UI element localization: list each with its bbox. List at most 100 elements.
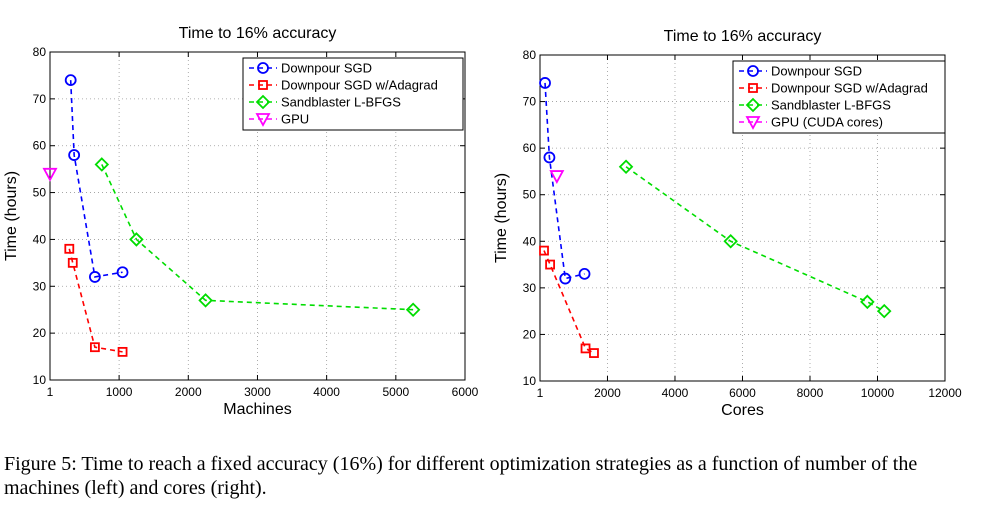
- legend-label: Downpour SGD w/Adagrad: [281, 78, 438, 93]
- legend-box: [242, 57, 464, 131]
- series-downpour-sgd-w-adagrad: [64, 243, 128, 357]
- data-point: [88, 271, 101, 283]
- y-tick-label: 40: [33, 232, 47, 246]
- legend-item-gpu-cuda-cores: GPU (CUDA cores): [739, 115, 883, 130]
- data-point: [549, 170, 565, 184]
- data-point: [539, 77, 551, 89]
- data-point: [116, 266, 129, 279]
- data-point: [876, 303, 892, 319]
- y-tick-label: 10: [33, 373, 47, 387]
- x-tick-label: 4000: [662, 386, 689, 400]
- legend-label: Downpour SGD w/Adagrad: [771, 81, 928, 96]
- series-downpour-sgd-w-adagrad: [539, 245, 599, 358]
- x-tick-label: 3000: [244, 385, 271, 399]
- chart-title: Time to 16% accuracy: [179, 25, 337, 42]
- legend-label: Downpour SGD: [281, 61, 372, 76]
- data-point: [578, 267, 591, 280]
- legend-item-downpour-sgd-w-adagrad: Downpour SGD w/Adagrad: [249, 78, 438, 93]
- data-point: [543, 151, 556, 164]
- y-axis-label: Time (hours): [493, 173, 510, 263]
- x-axis-label: Cores: [721, 402, 764, 419]
- legend-label: GPU (CUDA cores): [771, 115, 883, 130]
- legend-box: [732, 60, 946, 134]
- data-point: [129, 232, 144, 247]
- data-point: [545, 259, 555, 270]
- data-point: [559, 272, 572, 285]
- y-tick-label: 70: [523, 95, 537, 109]
- series-gpu-cuda-cores: [549, 170, 565, 184]
- legend-marker: [745, 116, 761, 130]
- data-point: [67, 257, 78, 268]
- figure-caption: Figure 5: Time to reach a fixed accuracy…: [4, 453, 918, 499]
- y-tick-label: 50: [523, 188, 537, 202]
- legend-item-downpour-sgd-w-adagrad: Downpour SGD w/Adagrad: [739, 81, 928, 96]
- data-point: [723, 234, 738, 249]
- data-point: [94, 157, 110, 172]
- chart-panel-left: 1 1000 2000 3000 4000 5000 6000 10 20 30 40 50 60 70 8…: [3, 25, 479, 418]
- legend-marker: [258, 80, 268, 90]
- series-downpour-sgd: [64, 74, 129, 283]
- legend-item-downpour-sgd: Downpour SGD: [739, 64, 862, 79]
- legend-label: Sandblaster L-BFGS: [281, 95, 401, 110]
- series-line: [69, 80, 123, 278]
- y-tick-label: 30: [33, 279, 47, 293]
- legend-marker: [745, 97, 761, 113]
- legend-item-sandblaster-l-bfgs: Sandblaster L-BFGS: [249, 95, 401, 110]
- x-tick-label: 8000: [797, 386, 824, 400]
- y-tick-label: 60: [523, 141, 537, 155]
- x-tick-label: 12000: [928, 386, 962, 400]
- series-sandblaster-l-bfgs: [94, 157, 421, 317]
- data-point: [68, 149, 81, 161]
- x-tick-label: 4000: [313, 385, 340, 399]
- x-tick-label: 1000: [106, 385, 133, 399]
- x-tick-label: 2000: [175, 385, 202, 399]
- chart-panel-right: 1 2000 4000 6000 8000 10000 120001020304050607…: [493, 28, 962, 419]
- data-point: [860, 294, 875, 310]
- data-point: [117, 346, 128, 357]
- data-point: [618, 159, 634, 175]
- data-point: [198, 293, 213, 308]
- x-tick-label: 5000: [382, 385, 409, 399]
- legend-label: Downpour SGD: [771, 64, 862, 79]
- legend-marker: [255, 113, 271, 127]
- legend: Downpour SGD Downpour SGD w/Adagrad Sandbl…: [242, 57, 464, 131]
- y-axis-label: Time (hours): [3, 171, 20, 261]
- legend-marker: [255, 94, 271, 110]
- legend-marker: [747, 65, 759, 77]
- x-tick-label: 1: [47, 385, 54, 399]
- data-point: [42, 167, 58, 182]
- x-axis-label: Machines: [223, 401, 291, 418]
- x-tick-label: 2000: [594, 386, 621, 400]
- figure: 1 1000 2000 3000 4000 5000 6000 10 20 30 40 50 60 70 8…: [3, 25, 962, 419]
- legend-marker: [748, 83, 758, 93]
- y-tick-label: 80: [33, 45, 47, 59]
- legend-marker: [257, 62, 269, 74]
- legend-label: GPU: [281, 112, 309, 127]
- legend-item-sandblaster-l-bfgs: Sandblaster L-BFGS: [739, 98, 891, 113]
- series-line: [68, 248, 123, 353]
- legend: Downpour SGD Downpour SGD w/Adagrad Sandbl…: [732, 60, 946, 134]
- x-tick-label: 6000: [729, 386, 756, 400]
- y-tick-label: 80: [523, 48, 537, 62]
- data-point: [539, 245, 549, 256]
- x-tick-label: 10000: [861, 386, 895, 400]
- y-tick-label: 20: [523, 327, 537, 341]
- series-sandblaster-l-bfgs: [618, 159, 892, 319]
- data-point: [89, 342, 100, 353]
- y-tick-label: 60: [33, 139, 47, 153]
- series-line: [625, 166, 885, 312]
- series-gpu: [42, 167, 58, 182]
- y-tick-label: 10: [523, 374, 537, 388]
- series-downpour-sgd: [539, 77, 591, 285]
- x-tick-label: 6000: [452, 385, 479, 399]
- chart-title: Time to 16% accuracy: [664, 28, 822, 45]
- y-tick-label: 20: [33, 326, 47, 340]
- y-tick-label: 50: [33, 186, 47, 200]
- data-point: [64, 243, 75, 254]
- legend-label: Sandblaster L-BFGS: [771, 98, 891, 113]
- data-point: [589, 348, 599, 358]
- data-point: [64, 74, 77, 87]
- legend-item-gpu: GPU: [249, 112, 309, 127]
- data-point: [405, 302, 421, 317]
- y-tick-label: 40: [523, 234, 537, 248]
